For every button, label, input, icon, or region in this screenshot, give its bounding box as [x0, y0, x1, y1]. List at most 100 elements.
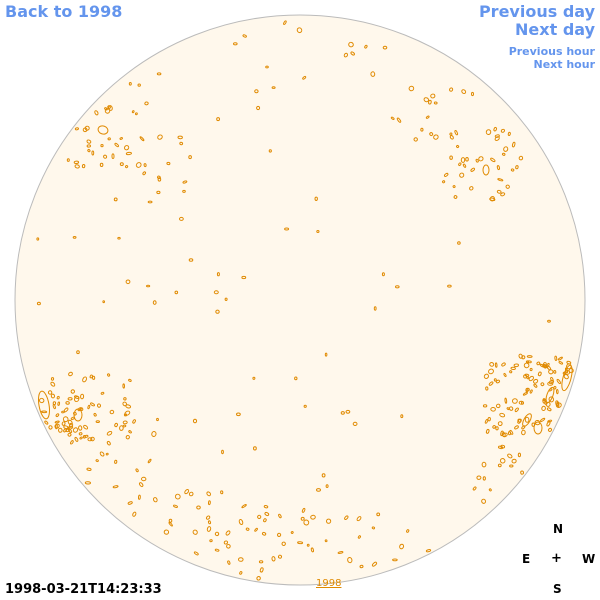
contour-mark [413, 137, 418, 142]
magnetogram-contours [36, 20, 574, 581]
contour-mark [135, 468, 139, 473]
contour-mark [522, 413, 532, 427]
contour-mark [238, 557, 244, 562]
next-day-link[interactable]: Next day [515, 20, 595, 39]
contour-mark [125, 165, 129, 169]
contour-mark [188, 491, 194, 497]
contour-mark [536, 361, 541, 366]
contour-mark [137, 494, 141, 500]
contour-mark [508, 406, 514, 411]
contour-mark [84, 125, 90, 131]
contour-mark [310, 514, 316, 520]
contour-mark [127, 501, 133, 505]
contour-mark [141, 476, 147, 482]
contour-mark [74, 395, 80, 403]
contour-mark [490, 157, 496, 163]
contour-mark [106, 440, 111, 446]
contour-mark [476, 475, 482, 480]
contour-mark [529, 367, 533, 372]
contour-mark [91, 375, 96, 380]
contour-mark [78, 425, 83, 431]
contour-mark [482, 164, 490, 176]
contour-mark [166, 161, 171, 166]
contour-mark [514, 407, 519, 413]
contour-mark [443, 172, 449, 177]
contour-mark [173, 504, 178, 508]
contour-mark [488, 381, 494, 386]
contour-mark [107, 137, 111, 141]
contour-mark [555, 389, 559, 395]
contour-mark [496, 165, 500, 171]
contour-mark [442, 180, 446, 184]
contour-mark [489, 362, 495, 367]
contour-mark [513, 363, 519, 368]
contour-mark [206, 526, 212, 532]
contour-mark [482, 476, 486, 481]
contour-mark [156, 417, 159, 422]
year-link[interactable]: 1998 [316, 578, 342, 589]
contour-mark [326, 518, 332, 524]
contour-mark [487, 417, 491, 422]
contour-mark [500, 430, 504, 437]
contour-mark [297, 541, 304, 545]
contour-mark [488, 488, 492, 492]
contour-mark [511, 141, 516, 148]
contour-mark [324, 352, 328, 357]
contour-mark [168, 518, 173, 523]
contour-mark [67, 419, 73, 426]
contour-mark [193, 551, 199, 556]
contour-mark [119, 162, 124, 167]
contour-mark [76, 350, 80, 355]
contour-mark [547, 419, 553, 423]
contour-mark [107, 373, 111, 377]
next-hour-link[interactable]: Next hour [533, 58, 596, 71]
contour-mark [495, 379, 501, 384]
contour-mark [390, 116, 395, 120]
contour-mark [507, 131, 511, 136]
contour-mark [86, 144, 91, 148]
contour-mark [84, 434, 89, 438]
contour-mark [55, 413, 60, 418]
contour-mark [481, 498, 487, 504]
contour-mark [472, 486, 477, 491]
contour-mark [205, 515, 211, 520]
contour-mark [396, 117, 402, 123]
back-to-year-link[interactable]: Back to 1998 [5, 2, 123, 21]
contour-mark [493, 378, 497, 382]
contour-mark [225, 530, 231, 536]
contour-mark [54, 423, 60, 429]
contour-mark [80, 393, 85, 400]
contour-mark [223, 540, 229, 545]
contour-mark [63, 428, 68, 433]
contour-mark [236, 412, 241, 417]
compass-east: E [522, 552, 531, 566]
contour-mark [95, 459, 99, 463]
contour-mark [179, 141, 184, 146]
contour-mark [151, 431, 157, 437]
previous-day-link[interactable]: Previous day [478, 2, 595, 21]
contour-mark [227, 560, 231, 565]
contour-mark [278, 513, 282, 519]
contour-mark [529, 389, 533, 394]
contour-mark [542, 363, 548, 368]
contour-mark [505, 184, 510, 189]
contour-mark [500, 128, 506, 133]
contour-mark [325, 484, 329, 489]
contour-mark [433, 101, 438, 105]
contour-mark [539, 417, 546, 423]
contour-mark [259, 567, 264, 573]
contour-mark [306, 543, 310, 547]
contour-mark [168, 521, 173, 527]
contour-mark [458, 162, 462, 166]
contour-mark [238, 518, 244, 526]
contour-mark [157, 177, 162, 182]
contour-mark [174, 290, 179, 295]
previous-hour-link[interactable]: Previous hour [508, 45, 595, 58]
contour-mark [82, 376, 88, 383]
contour-mark [449, 135, 454, 140]
contour-mark [492, 425, 496, 429]
contour-mark [310, 547, 315, 553]
contour-mark [66, 426, 70, 430]
contour-mark [460, 157, 466, 163]
contour-mark [122, 383, 126, 389]
